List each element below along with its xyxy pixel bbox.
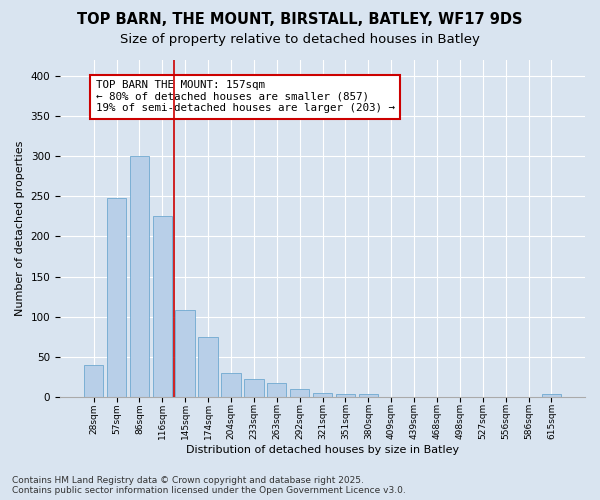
Bar	[313, 393, 332, 397]
Bar	[107, 198, 126, 397]
Bar	[84, 364, 103, 397]
Bar	[267, 383, 286, 397]
Bar	[175, 310, 195, 397]
Bar	[542, 394, 561, 397]
Bar	[152, 216, 172, 397]
Text: Size of property relative to detached houses in Batley: Size of property relative to detached ho…	[120, 32, 480, 46]
Text: Contains HM Land Registry data © Crown copyright and database right 2025.
Contai: Contains HM Land Registry data © Crown c…	[12, 476, 406, 495]
Bar	[244, 379, 263, 397]
Text: TOP BARN, THE MOUNT, BIRSTALL, BATLEY, WF17 9DS: TOP BARN, THE MOUNT, BIRSTALL, BATLEY, W…	[77, 12, 523, 28]
X-axis label: Distribution of detached houses by size in Batley: Distribution of detached houses by size …	[186, 445, 459, 455]
Y-axis label: Number of detached properties: Number of detached properties	[15, 140, 25, 316]
Bar	[130, 156, 149, 397]
Text: TOP BARN THE MOUNT: 157sqm
← 80% of detached houses are smaller (857)
19% of sem: TOP BARN THE MOUNT: 157sqm ← 80% of deta…	[96, 80, 395, 113]
Bar	[290, 389, 310, 397]
Bar	[221, 373, 241, 397]
Bar	[335, 394, 355, 397]
Bar	[199, 336, 218, 397]
Bar	[359, 394, 378, 397]
